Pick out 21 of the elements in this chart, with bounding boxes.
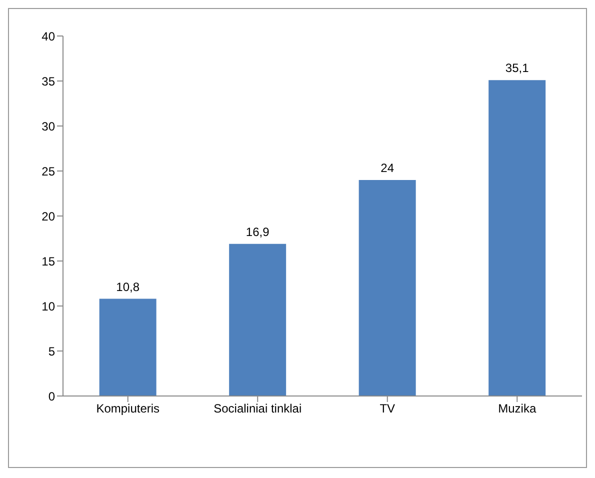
data-label: 10,8	[116, 280, 140, 294]
bar	[358, 180, 416, 396]
y-tick-label: 20	[42, 209, 56, 224]
data-label: 24	[380, 161, 394, 175]
x-tick-label: Socialiniai tinklai	[214, 402, 302, 416]
bar	[229, 244, 286, 396]
y-tick-label: 15	[42, 254, 56, 268]
y-tick-label: 0	[48, 389, 56, 404]
x-tick-label: TV	[380, 402, 396, 416]
y-tick-label: 30	[42, 119, 56, 134]
y-tick-label: 40	[42, 29, 56, 44]
y-tick-label: 25	[42, 164, 56, 178]
x-tick-label: Kompiuteris	[96, 402, 160, 416]
data-label: 35,1	[505, 61, 530, 76]
y-tick-label: 35	[42, 74, 56, 88]
y-tick-label: 5	[48, 344, 56, 358]
bar	[99, 298, 156, 396]
x-tick-label: Muzika	[498, 402, 536, 416]
bar	[488, 80, 546, 396]
data-label: 16,9	[246, 224, 270, 239]
y-tick-label: 10	[42, 299, 56, 314]
